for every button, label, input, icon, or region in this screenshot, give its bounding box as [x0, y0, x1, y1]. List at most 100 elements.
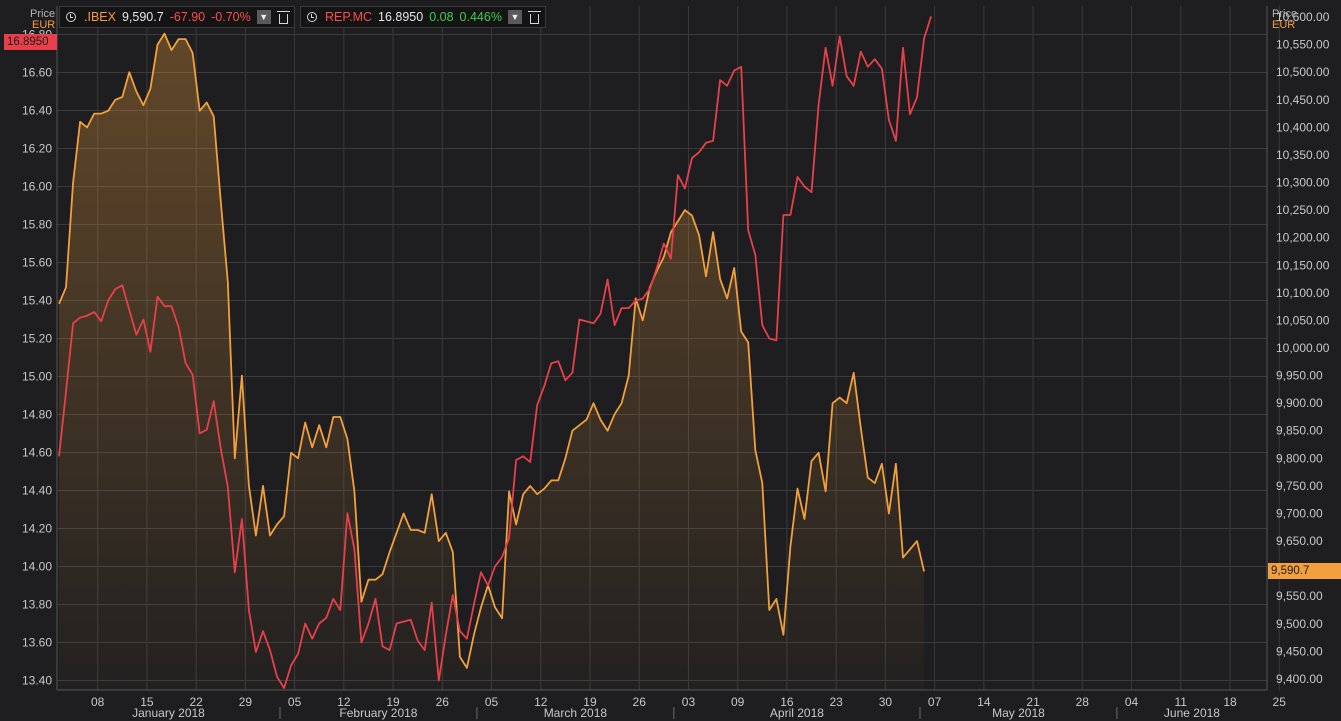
left-tick-label: 16.60 — [22, 66, 52, 80]
right-tick-label: 9,750.00 — [1276, 479, 1323, 493]
right-axis: 9,400.009,450.009,500.009,550.009,600.00… — [1276, 10, 1330, 686]
legend-ibex-change: -67.90 — [169, 10, 206, 24]
clock-icon[interactable] — [307, 12, 317, 22]
right-tick-label: 10,350.00 — [1276, 148, 1330, 162]
month-label: June 2018 — [1164, 706, 1220, 720]
left-tick-label: 14.60 — [22, 446, 52, 460]
x-tick-label: 07 — [928, 695, 942, 709]
repsol-series-line — [58, 16, 932, 689]
right-tick-label: 9,950.00 — [1276, 369, 1323, 383]
left-tick-label: 14.20 — [22, 522, 52, 536]
x-tick-label: 25 — [1273, 695, 1287, 709]
right-tick-label: 10,450.00 — [1276, 93, 1330, 107]
left-axis-unit: EUR — [32, 19, 56, 31]
chevron-down-icon[interactable]: ▼ — [507, 10, 522, 24]
trash-icon[interactable] — [527, 10, 541, 24]
x-tick-label: 21 — [1026, 695, 1040, 709]
trash-icon[interactable] — [276, 10, 290, 24]
ibex-series-line — [58, 32, 925, 669]
month-label: May 2018 — [992, 706, 1045, 720]
right-tick-label: 9,900.00 — [1276, 396, 1323, 410]
legend-repsol-name: REP.MC — [325, 10, 373, 24]
series-layer — [58, 16, 932, 691]
left-axis: 13.40 13.60 13.80 14.00 14.20 14.40 14.60 14.80… — [22, 28, 52, 688]
x-tick-label: 14 — [977, 695, 991, 709]
x-tick-label: 15 — [140, 695, 154, 709]
legend-repsol-price: 16.8950 — [378, 10, 424, 24]
right-tick-label: 10,400.00 — [1276, 120, 1330, 134]
legend-repsol[interactable]: REP.MC 16.8950 0.08 0.446% ▼ — [300, 6, 546, 28]
clock-icon[interactable] — [66, 12, 76, 22]
x-tick-label: 26 — [436, 695, 450, 709]
x-tick-label: 23 — [829, 695, 843, 709]
left-tick-label: 15.60 — [22, 256, 52, 270]
legend-repsol-change: 0.08 — [429, 10, 454, 24]
right-tick-label: 9,650.00 — [1276, 534, 1323, 548]
x-tick-label: 08 — [91, 695, 105, 709]
left-tick-label: 13.40 — [22, 674, 52, 688]
right-tick-label: 10,550.00 — [1276, 38, 1330, 52]
x-tick-label: 19 — [583, 695, 597, 709]
right-tick-label: 9,800.00 — [1276, 451, 1323, 465]
month-label: March 2018 — [544, 706, 608, 720]
left-tick-label: 15.40 — [22, 294, 52, 308]
x-tick-label: 30 — [879, 695, 893, 709]
right-tick-label: 10,200.00 — [1276, 231, 1330, 245]
last-price-tag-right: 9,590.7 — [1268, 563, 1341, 580]
x-tick-label: 05 — [288, 695, 302, 709]
x-axis: 08 15 22 29 05 12 19 26 05 12 19 26 03 09 16 23 30 07 14 21… — [91, 695, 1286, 720]
legend-ibex-price: 9,590.7 — [121, 10, 164, 24]
x-tick-label: 16 — [780, 695, 794, 709]
right-tick-label: 9,850.00 — [1276, 424, 1323, 438]
legend-ibex-pct: -0.70% — [211, 10, 251, 24]
left-tick-label: 14.00 — [22, 560, 52, 574]
month-label: April 2018 — [770, 706, 824, 720]
right-tick-label: 9,400.00 — [1276, 672, 1323, 686]
chevron-down-icon[interactable]: ▼ — [256, 10, 271, 24]
x-tick-label: 28 — [1076, 695, 1090, 709]
right-tick-label: 10,150.00 — [1276, 258, 1330, 272]
left-tick-label: 16.20 — [22, 142, 52, 156]
x-tick-label: 11 — [1175, 695, 1188, 709]
right-tick-label: 10,600.00 — [1276, 10, 1330, 24]
right-tick-label: 9,700.00 — [1276, 506, 1323, 520]
x-tick-label: 12 — [534, 695, 548, 709]
left-tick-label: 15.80 — [22, 218, 52, 232]
left-tick-label: 16.00 — [22, 180, 52, 194]
right-tick-label: 10,000.00 — [1276, 341, 1330, 355]
legend-ibex[interactable]: .IBEX 9,590.7 -67.90 -0.70% ▼ — [59, 6, 295, 28]
left-tick-label: 15.20 — [22, 332, 52, 346]
left-axis-title: Price — [30, 8, 56, 20]
right-tick-label: 10,300.00 — [1276, 176, 1330, 190]
left-tick-label: 15.00 — [22, 370, 52, 384]
last-price-tag-left: 16.8950 — [4, 34, 57, 50]
legend-ibex-name: .IBEX — [84, 10, 116, 24]
x-tick-label: 12 — [337, 695, 351, 709]
right-tick-label: 10,100.00 — [1276, 286, 1330, 300]
legend-repsol-pct: 0.446% — [459, 10, 502, 24]
x-tick-label: 26 — [633, 695, 647, 709]
x-tick-label: 03 — [682, 695, 696, 709]
x-tick-label: 04 — [1125, 695, 1139, 709]
left-tick-label: 13.80 — [22, 598, 52, 612]
x-tick-label: 22 — [189, 695, 203, 709]
right-axis-title: Price — [1272, 8, 1298, 20]
right-tick-label: 9,500.00 — [1276, 617, 1323, 631]
left-tick-label: 14.40 — [22, 484, 52, 498]
right-tick-label: 10,500.00 — [1276, 65, 1330, 79]
right-tick-label: 10,050.00 — [1276, 313, 1330, 327]
x-tick-label: 29 — [239, 695, 253, 709]
right-tick-label: 9,450.00 — [1276, 644, 1323, 658]
ibex-area-fill — [59, 33, 925, 691]
x-tick-label: 18 — [1223, 695, 1237, 709]
x-tick-label: 09 — [731, 695, 745, 709]
right-tick-label: 9,550.00 — [1276, 589, 1323, 603]
left-tick-label: 13.60 — [22, 636, 52, 650]
x-tick-label: 05 — [485, 695, 499, 709]
left-tick-label: 16.40 — [22, 104, 52, 118]
right-tick-label: 10,250.00 — [1276, 203, 1330, 217]
left-tick-label: 14.80 — [22, 408, 52, 422]
month-label: February 2018 — [339, 706, 417, 720]
month-label: January 2018 — [132, 706, 205, 720]
